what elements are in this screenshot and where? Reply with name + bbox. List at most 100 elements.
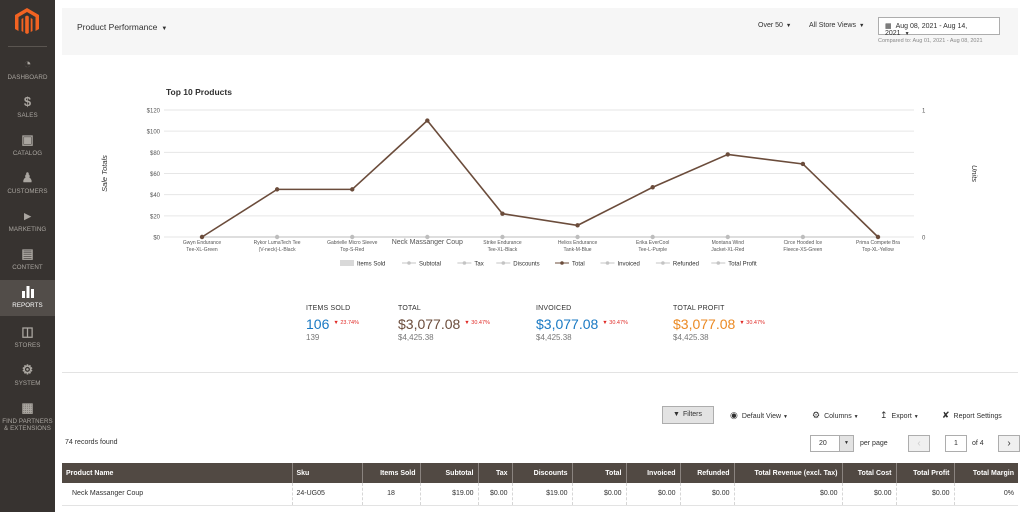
threshold-dropdown[interactable]: Over 50 ▼: [758, 22, 791, 29]
speedometer-icon: ◔: [23, 56, 32, 71]
y-axis-title: Sale Totals: [100, 155, 109, 192]
data-point: [875, 234, 881, 240]
sidebar-item-reports[interactable]: REPORTS: [0, 280, 55, 316]
legend-label: Tax: [474, 262, 483, 268]
sidebar-item-customers[interactable]: ♟ CUSTOMERS: [7, 170, 48, 195]
admin-sidebar: ◔ DASHBOARD $ SALES ▣ CATALOG ♟ CUSTOMER…: [0, 0, 55, 512]
sidebar-item-marketing[interactable]: ▸ MARKETING: [8, 208, 47, 233]
y2-tick-label: 1: [922, 109, 926, 115]
data-point: [425, 234, 430, 240]
x-tick-label: Strike Endurance: [483, 240, 522, 246]
next-page-button[interactable]: ›: [998, 435, 1020, 452]
y2-axis-title: Units: [970, 165, 979, 182]
legend-label: Items Sold: [357, 262, 385, 268]
column-header[interactable]: Discounts: [511, 463, 572, 483]
column-header[interactable]: Product Name: [62, 463, 292, 483]
column-header[interactable]: Total Margin: [953, 463, 1018, 483]
columns-dropdown[interactable]: ⚙ Columns ▼: [812, 410, 859, 421]
chevron-down-icon: ▼: [913, 414, 919, 420]
column-header[interactable]: Invoiced: [625, 463, 680, 483]
column-header[interactable]: Refunded: [679, 463, 734, 483]
data-point: [199, 234, 205, 240]
stat-change: ▼ 23.74%: [333, 320, 359, 326]
previous-page-button[interactable]: ‹: [908, 435, 930, 452]
stat-value: $3,077.08: [536, 316, 599, 332]
column-header[interactable]: Subtotal: [419, 463, 478, 483]
records-count: 74 records found: [65, 439, 118, 446]
stat-value: $3,077.08: [673, 316, 736, 332]
magento-logo-icon[interactable]: [15, 8, 39, 36]
cell-items-sold: 18: [361, 483, 420, 506]
x-tick-label: Prima Compete Bra: [856, 240, 900, 246]
legend-label: Total: [572, 262, 585, 268]
data-point: [274, 187, 280, 192]
page-number-input[interactable]: 1: [945, 435, 967, 452]
store-view-dropdown[interactable]: All Store Views ▼: [809, 22, 864, 29]
chevron-down-icon: ▼: [161, 26, 168, 32]
stat-previous: 139: [306, 333, 320, 342]
stat-label: TOTAL: [398, 305, 421, 312]
report-switcher[interactable]: Product Performance ▼: [77, 22, 167, 32]
report-settings-button[interactable]: ✘ Report Settings: [942, 410, 1002, 421]
data-point: [800, 161, 806, 167]
data-point: [650, 234, 655, 240]
export-dropdown[interactable]: ↥ Export ▼: [880, 410, 919, 421]
gear-icon: ⚙: [812, 410, 821, 420]
sidebar-item-find-partners[interactable]: ▦ FIND PARTNERS & EXTENSIONS: [2, 400, 53, 432]
column-header[interactable]: Total Profit: [895, 463, 954, 483]
per-page-select[interactable]: 20 ▼: [810, 435, 854, 452]
sidebar-item-dashboard[interactable]: ◔ DASHBOARD: [7, 56, 48, 81]
legend-marker: [716, 261, 721, 265]
stat-items-sold: ITEMS SOLD 106 ▼ 23.74% 139: [306, 305, 359, 342]
cell-total-profit: $0.00: [895, 483, 954, 506]
column-header[interactable]: Total: [571, 463, 626, 483]
legend-label: Invoiced: [618, 262, 640, 268]
data-point: [725, 234, 730, 240]
chevron-down-icon: ▼: [839, 436, 853, 451]
top-products-chart: Top 10 Products $0 $20 $40 $60 $80 $100 $120 0 1…: [62, 80, 1018, 275]
wrench-icon: ✘: [942, 410, 950, 420]
chevron-down-icon: ▼: [853, 414, 859, 420]
export-icon: ↥: [880, 410, 888, 420]
sidebar-item-system[interactable]: ⚙ SYSTEM: [14, 362, 41, 387]
column-header[interactable]: Total Cost: [841, 463, 896, 483]
sidebar-item-stores[interactable]: ◫ STORES: [14, 324, 41, 349]
cell-total: $0.00: [571, 483, 626, 506]
x-tick-label: Top-S-Red: [340, 247, 364, 253]
cube-icon: ▣: [21, 132, 34, 147]
chart-title: Top 10 Products: [166, 87, 232, 97]
dollar-icon: $: [23, 94, 32, 109]
filters-button[interactable]: ▼ Filters: [662, 406, 714, 424]
compared-range: Compared to: Aug 01, 2021 - Aug 08, 2021: [878, 38, 983, 44]
data-point: [725, 152, 730, 157]
sidebar-item-catalog[interactable]: ▣ CATALOG: [12, 132, 43, 157]
person-icon: ♟: [21, 170, 34, 185]
table-row[interactable]: Neck Massanger Coup 24-UG05 18 $19.00 $0…: [62, 483, 1018, 506]
date-range-picker[interactable]: ▦ Aug 08, 2021 - Aug 14, 2021 ▼: [878, 17, 1000, 37]
series-line: [201, 119, 879, 238]
column-header[interactable]: Total Revenue (excl. Tax): [733, 463, 842, 483]
sidebar-item-content[interactable]: ▤ CONTENT: [12, 246, 43, 271]
chevron-down-icon: ▼: [782, 414, 788, 420]
cell-discounts: $19.00: [511, 483, 572, 506]
x-tick-label: Gabrielle Micro Sleeve: [327, 240, 378, 246]
stat-change: ▼ 30.47%: [602, 320, 628, 326]
sidebar-item-sales[interactable]: $ SALES: [17, 94, 38, 119]
y-tick-label: $100: [147, 130, 161, 136]
legend-label: Discounts: [513, 262, 539, 268]
column-header[interactable]: Tax: [477, 463, 512, 483]
stat-label: ITEMS SOLD: [306, 305, 351, 312]
stat-value: 106: [306, 316, 330, 332]
megaphone-icon: ▸: [24, 208, 31, 223]
stat-change: ▼ 30.47%: [739, 320, 765, 326]
y-tick-label: $20: [150, 214, 161, 220]
x-tick-label: Erika EverCool: [636, 240, 669, 246]
data-point: [500, 234, 505, 240]
bar-chart-icon: [20, 284, 36, 300]
column-header[interactable]: Sku: [291, 463, 362, 483]
column-header[interactable]: Items Sold: [361, 463, 420, 483]
legend-swatch: [340, 260, 354, 266]
funnel-icon: ▼: [673, 411, 680, 418]
default-view-dropdown[interactable]: ◉ Default View ▼: [730, 410, 788, 421]
data-point: [350, 187, 355, 192]
